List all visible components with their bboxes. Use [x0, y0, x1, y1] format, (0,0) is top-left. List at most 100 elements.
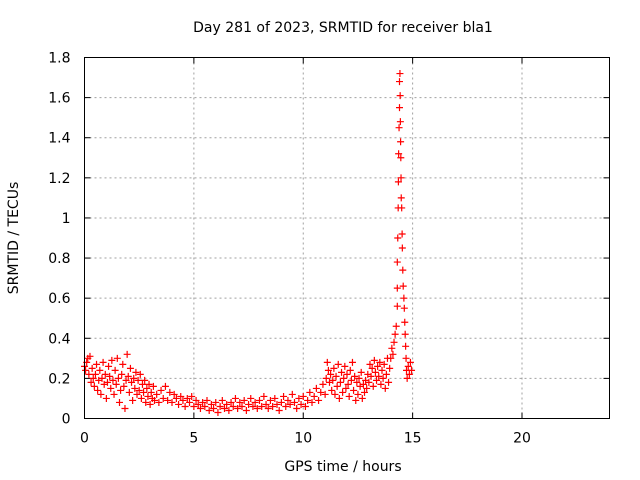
data-point [397, 194, 405, 202]
data-point [381, 384, 389, 392]
data-point [315, 396, 323, 404]
data-point [393, 258, 401, 266]
chart-title: Day 281 of 2023, SRMTID for receiver bla… [193, 20, 493, 36]
data-point [404, 362, 412, 370]
data-point [398, 230, 406, 238]
data-point [317, 388, 325, 396]
data-point [227, 398, 235, 406]
data-point [271, 394, 279, 402]
data-point [109, 376, 117, 384]
y-tick-label: 1.4 [48, 131, 70, 147]
data-point [322, 374, 330, 382]
data-point [240, 396, 248, 404]
data-point [123, 350, 131, 358]
data-point [392, 322, 400, 330]
data-point [234, 404, 242, 412]
data-point [396, 118, 404, 126]
data-point [367, 372, 375, 380]
x-axis-tick-labels: 0 5 10 15 20 [80, 431, 531, 447]
data-point [166, 388, 174, 396]
data-point [155, 398, 163, 406]
data-point [96, 366, 104, 374]
data-point [369, 382, 377, 390]
data-point [393, 284, 401, 292]
data-point [153, 390, 161, 398]
data-point [301, 402, 309, 410]
data-point [304, 396, 312, 404]
data-point [328, 386, 336, 394]
data-point [87, 378, 95, 386]
data-point [117, 386, 125, 394]
data-point [333, 382, 341, 390]
data-point [175, 400, 183, 408]
data-point [142, 398, 150, 406]
data-point [105, 362, 113, 370]
data-point [389, 350, 397, 358]
data-point [297, 400, 305, 408]
data-point [238, 402, 246, 410]
data-point [242, 406, 250, 414]
x-tick-label: 15 [404, 431, 422, 447]
data-point [177, 392, 185, 400]
data-point [229, 402, 237, 410]
data-point [324, 366, 332, 374]
axis-ticks [84, 57, 610, 419]
data-point [269, 402, 277, 410]
data-point [101, 370, 109, 378]
data-point [118, 370, 126, 378]
data-point [216, 402, 224, 410]
data-point [354, 390, 362, 398]
data-point [122, 376, 130, 384]
data-point [406, 358, 414, 366]
data-point [390, 338, 398, 346]
data-point [145, 380, 153, 388]
data-point [402, 342, 410, 350]
data-point [102, 394, 110, 402]
data-point [147, 388, 155, 396]
data-point [221, 404, 228, 412]
data-point [330, 364, 338, 372]
data-point [398, 244, 406, 252]
data-point [306, 388, 314, 396]
data-point [194, 400, 202, 408]
data-point [253, 404, 261, 412]
data-point [295, 394, 303, 402]
data-point [291, 398, 298, 406]
data-point [137, 394, 145, 402]
y-tick-label: 1.2 [48, 171, 70, 187]
data-point [329, 376, 337, 384]
data-point [336, 378, 344, 386]
data-point [388, 344, 396, 352]
data-point [85, 370, 93, 378]
data-point [99, 358, 107, 366]
data-point [400, 304, 408, 312]
data-point [408, 366, 416, 374]
data-point [331, 390, 339, 398]
data-point [143, 384, 151, 392]
data-point [260, 392, 268, 400]
data-point [342, 384, 350, 392]
data-point [136, 370, 144, 378]
data-point [350, 386, 358, 394]
data-point [399, 266, 407, 274]
data-point [375, 372, 383, 380]
y-axis-tick-labels: 0 0.2 0.4 0.6 0.8 1 1.2 1.4 1.6 1.8 [48, 51, 70, 428]
data-point [288, 390, 296, 398]
data-point [284, 396, 292, 404]
y-tick-label: 0.6 [48, 291, 70, 307]
x-tick-label: 5 [189, 431, 198, 447]
data-point [387, 354, 395, 362]
data-point [128, 378, 136, 386]
data-point [371, 368, 379, 376]
data-point [172, 394, 180, 402]
data-point [343, 370, 351, 378]
data-point [374, 362, 382, 370]
data-point [116, 398, 123, 406]
data-point [396, 70, 404, 78]
data-point [327, 370, 335, 378]
data-point [398, 204, 406, 212]
data-point [188, 392, 196, 400]
data-point [106, 372, 114, 380]
data-point [256, 396, 263, 404]
data-point [97, 390, 105, 398]
